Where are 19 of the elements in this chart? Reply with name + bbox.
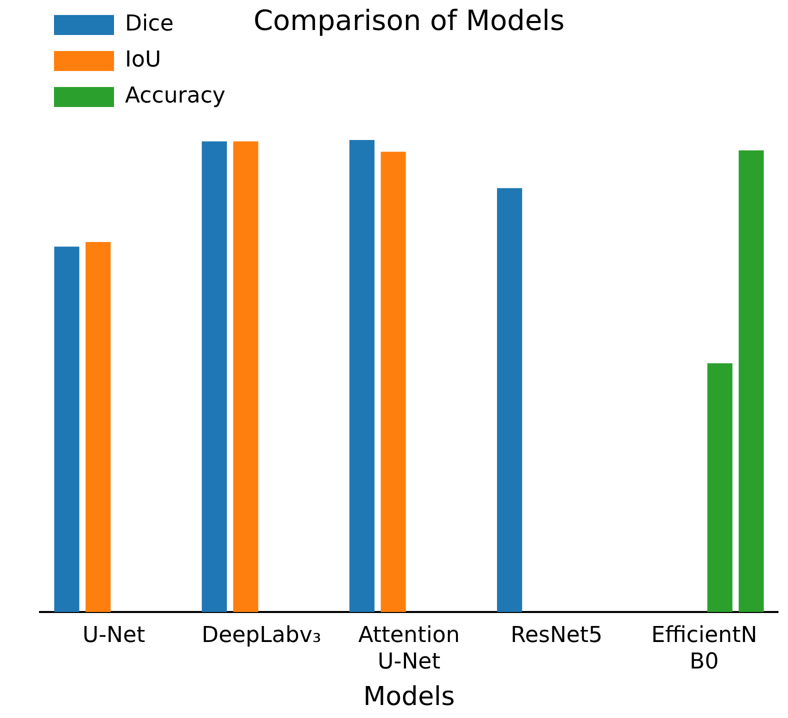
bar [86, 242, 111, 612]
bar [380, 152, 406, 612]
legend-label: Accuracy [125, 84, 226, 109]
bar [202, 141, 227, 612]
x-tick-label: U-Net [82, 622, 146, 648]
x-tick-label: Attention U-Net [358, 622, 460, 674]
chart-title: Comparison of Models [253, 4, 565, 38]
bar [497, 188, 522, 612]
bar [233, 141, 258, 612]
bar [349, 140, 374, 612]
legend-label: IoU [125, 48, 162, 73]
x-axis-title: Models [363, 682, 455, 712]
x-tick-label: DeepLabv₃ [202, 622, 322, 648]
bar [54, 246, 80, 612]
x-tick-label: ResNet5 [510, 622, 603, 648]
legend-label: Dice [125, 12, 174, 37]
x-tick-label: EfficientN B0 [651, 622, 758, 674]
bar [707, 363, 732, 612]
bar [738, 150, 764, 612]
